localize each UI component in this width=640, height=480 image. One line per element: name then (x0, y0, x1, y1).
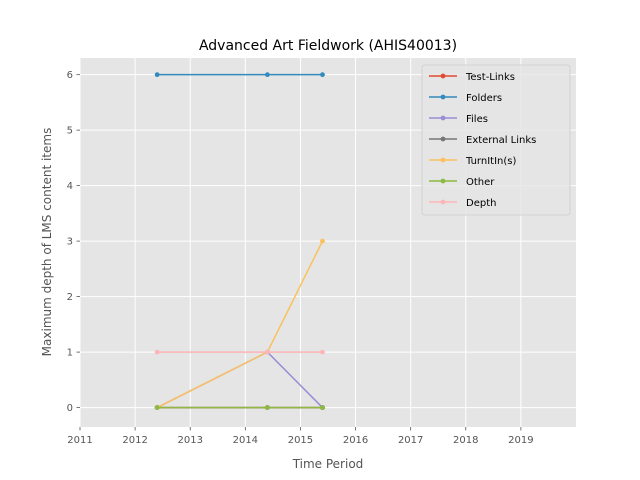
x-tick-label: 2015 (288, 435, 313, 446)
series-depth (154, 349, 325, 355)
y-tick-label: 4 (67, 181, 73, 192)
x-tick-label: 2017 (398, 435, 423, 446)
y-tick-label: 3 (67, 237, 73, 248)
x-axis-ticks: 2011 2012 2013 2014 2015 2016 2017 2018 2019 (67, 427, 534, 446)
data-point-other (320, 405, 325, 410)
chart-title: Advanced Art Fieldwork (AHIS40013) (199, 38, 457, 54)
y-tick-label: 2 (67, 292, 73, 303)
legend-label: External Links (466, 135, 536, 146)
data-point-other (264, 405, 270, 410)
y-axis-ticks: 0 1 2 3 4 5 6 (67, 70, 80, 414)
x-axis-label: Time Period (292, 457, 364, 471)
legend-marker (440, 178, 446, 184)
legend-label: Depth (466, 198, 496, 209)
series-other (154, 405, 325, 410)
legend-item: TurnItIn(s) (429, 156, 516, 167)
x-tick-label: 2019 (508, 435, 533, 446)
legend-label: Files (466, 114, 488, 125)
series-folders (154, 72, 325, 78)
x-tick-label: 2016 (343, 435, 368, 446)
series-layer (154, 72, 325, 410)
y-axis-label: Maximum depth of LMS content items (40, 128, 54, 357)
y-tick-label: 1 (67, 348, 73, 359)
legend-label: TurnItIn(s) (465, 156, 516, 167)
x-tick-label: 2013 (177, 435, 202, 446)
data-point-other (154, 405, 160, 410)
data-point-turnitin-s (320, 238, 325, 244)
legend: Test-Links Folders Files External Links Turn… (421, 64, 571, 216)
legend-marker (440, 136, 446, 142)
legend-label: Test-Links (465, 72, 515, 83)
legend-label: Other (466, 177, 495, 188)
legend-item: Depth (429, 198, 496, 209)
y-tick-label: 5 (67, 126, 73, 137)
legend-item: Folders (429, 93, 502, 104)
x-tick-label: 2011 (67, 435, 92, 446)
data-point-depth (320, 349, 325, 355)
legend-box (421, 64, 571, 216)
legend-item: Files (429, 114, 488, 125)
x-tick-label: 2012 (122, 435, 147, 446)
legend-item: External Links (429, 135, 536, 146)
data-point-folders (320, 72, 325, 78)
y-tick-label: 0 (67, 403, 73, 414)
x-tick-label: 2018 (453, 435, 478, 446)
legend-item: Other (429, 177, 495, 188)
x-tick-label: 2014 (233, 435, 258, 446)
data-point-folders (154, 72, 160, 78)
legend-item: Test-Links (429, 72, 515, 83)
legend-marker (440, 199, 446, 205)
data-point-depth (154, 349, 160, 355)
legend-marker (440, 73, 446, 79)
data-point-folders (264, 72, 270, 78)
y-tick-label: 6 (67, 70, 73, 81)
data-point-depth (264, 349, 270, 355)
legend-marker (440, 94, 446, 100)
legend-marker (440, 157, 446, 163)
legend-marker (440, 115, 446, 121)
legend-label: Folders (466, 93, 502, 104)
